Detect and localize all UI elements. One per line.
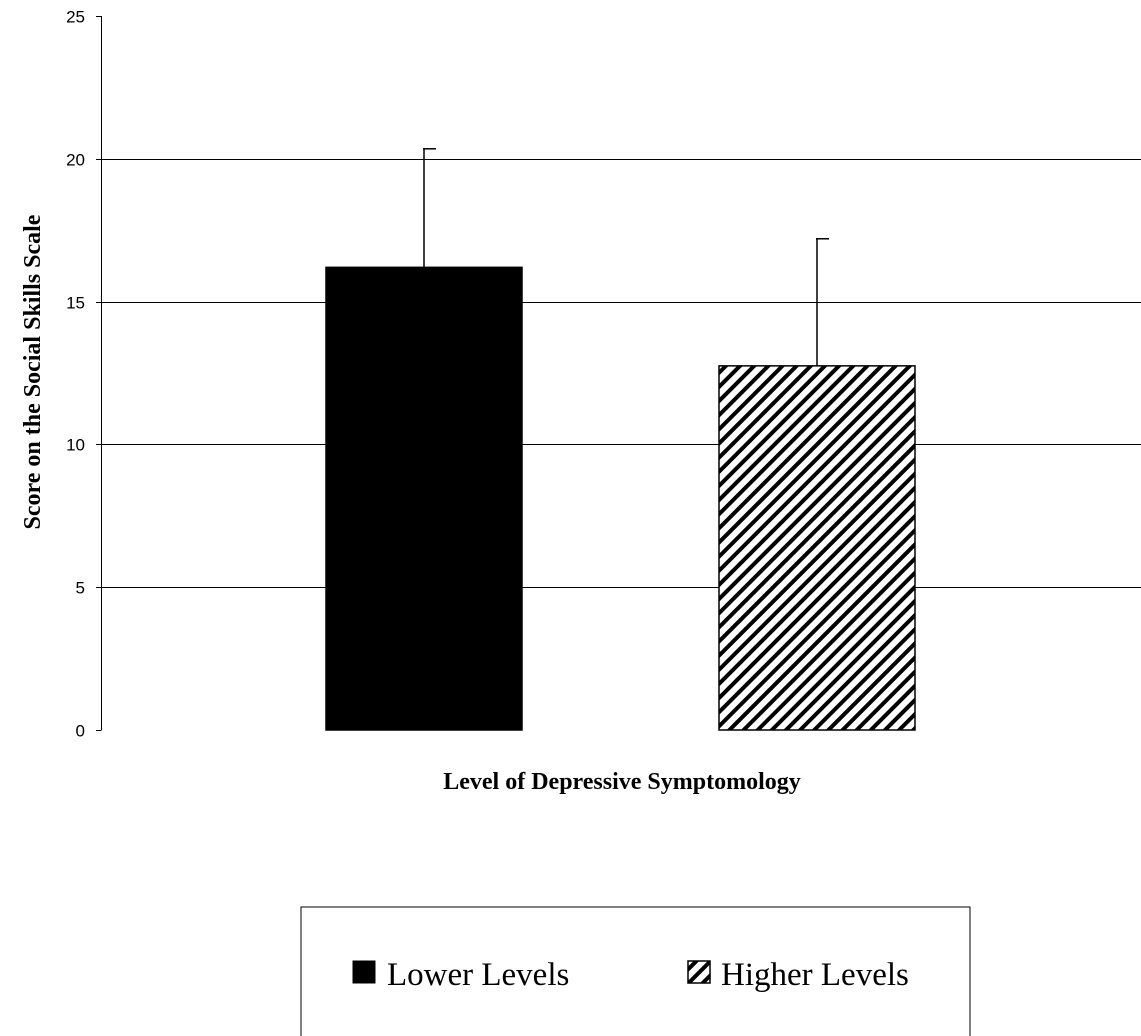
y-tick-label: 5 (76, 579, 85, 598)
legend-swatch-lower (353, 961, 375, 983)
y-tick-label: 25 (66, 8, 85, 27)
y-tick-label: 10 (66, 436, 85, 455)
bars (326, 149, 915, 730)
y-axis: 0 5 10 15 20 25 (66, 8, 101, 741)
y-axis-title: Score on the Social Skills Scale (20, 214, 46, 529)
y-tick-label: 15 (66, 294, 85, 313)
y-tick-label: 0 (76, 722, 85, 741)
bar-lower-levels (326, 267, 522, 730)
legend-label-lower: Lower Levels (387, 957, 569, 993)
gridlines (101, 160, 1141, 588)
x-axis-title: Level of Depressive Symptomology (443, 769, 801, 795)
legend-swatch-higher (688, 961, 710, 983)
y-tick-label: 20 (66, 151, 85, 170)
bar-higher-levels (719, 366, 915, 730)
legend-label-higher: Higher Levels (721, 957, 909, 993)
legend: Lower Levels Higher Levels (301, 907, 970, 1036)
